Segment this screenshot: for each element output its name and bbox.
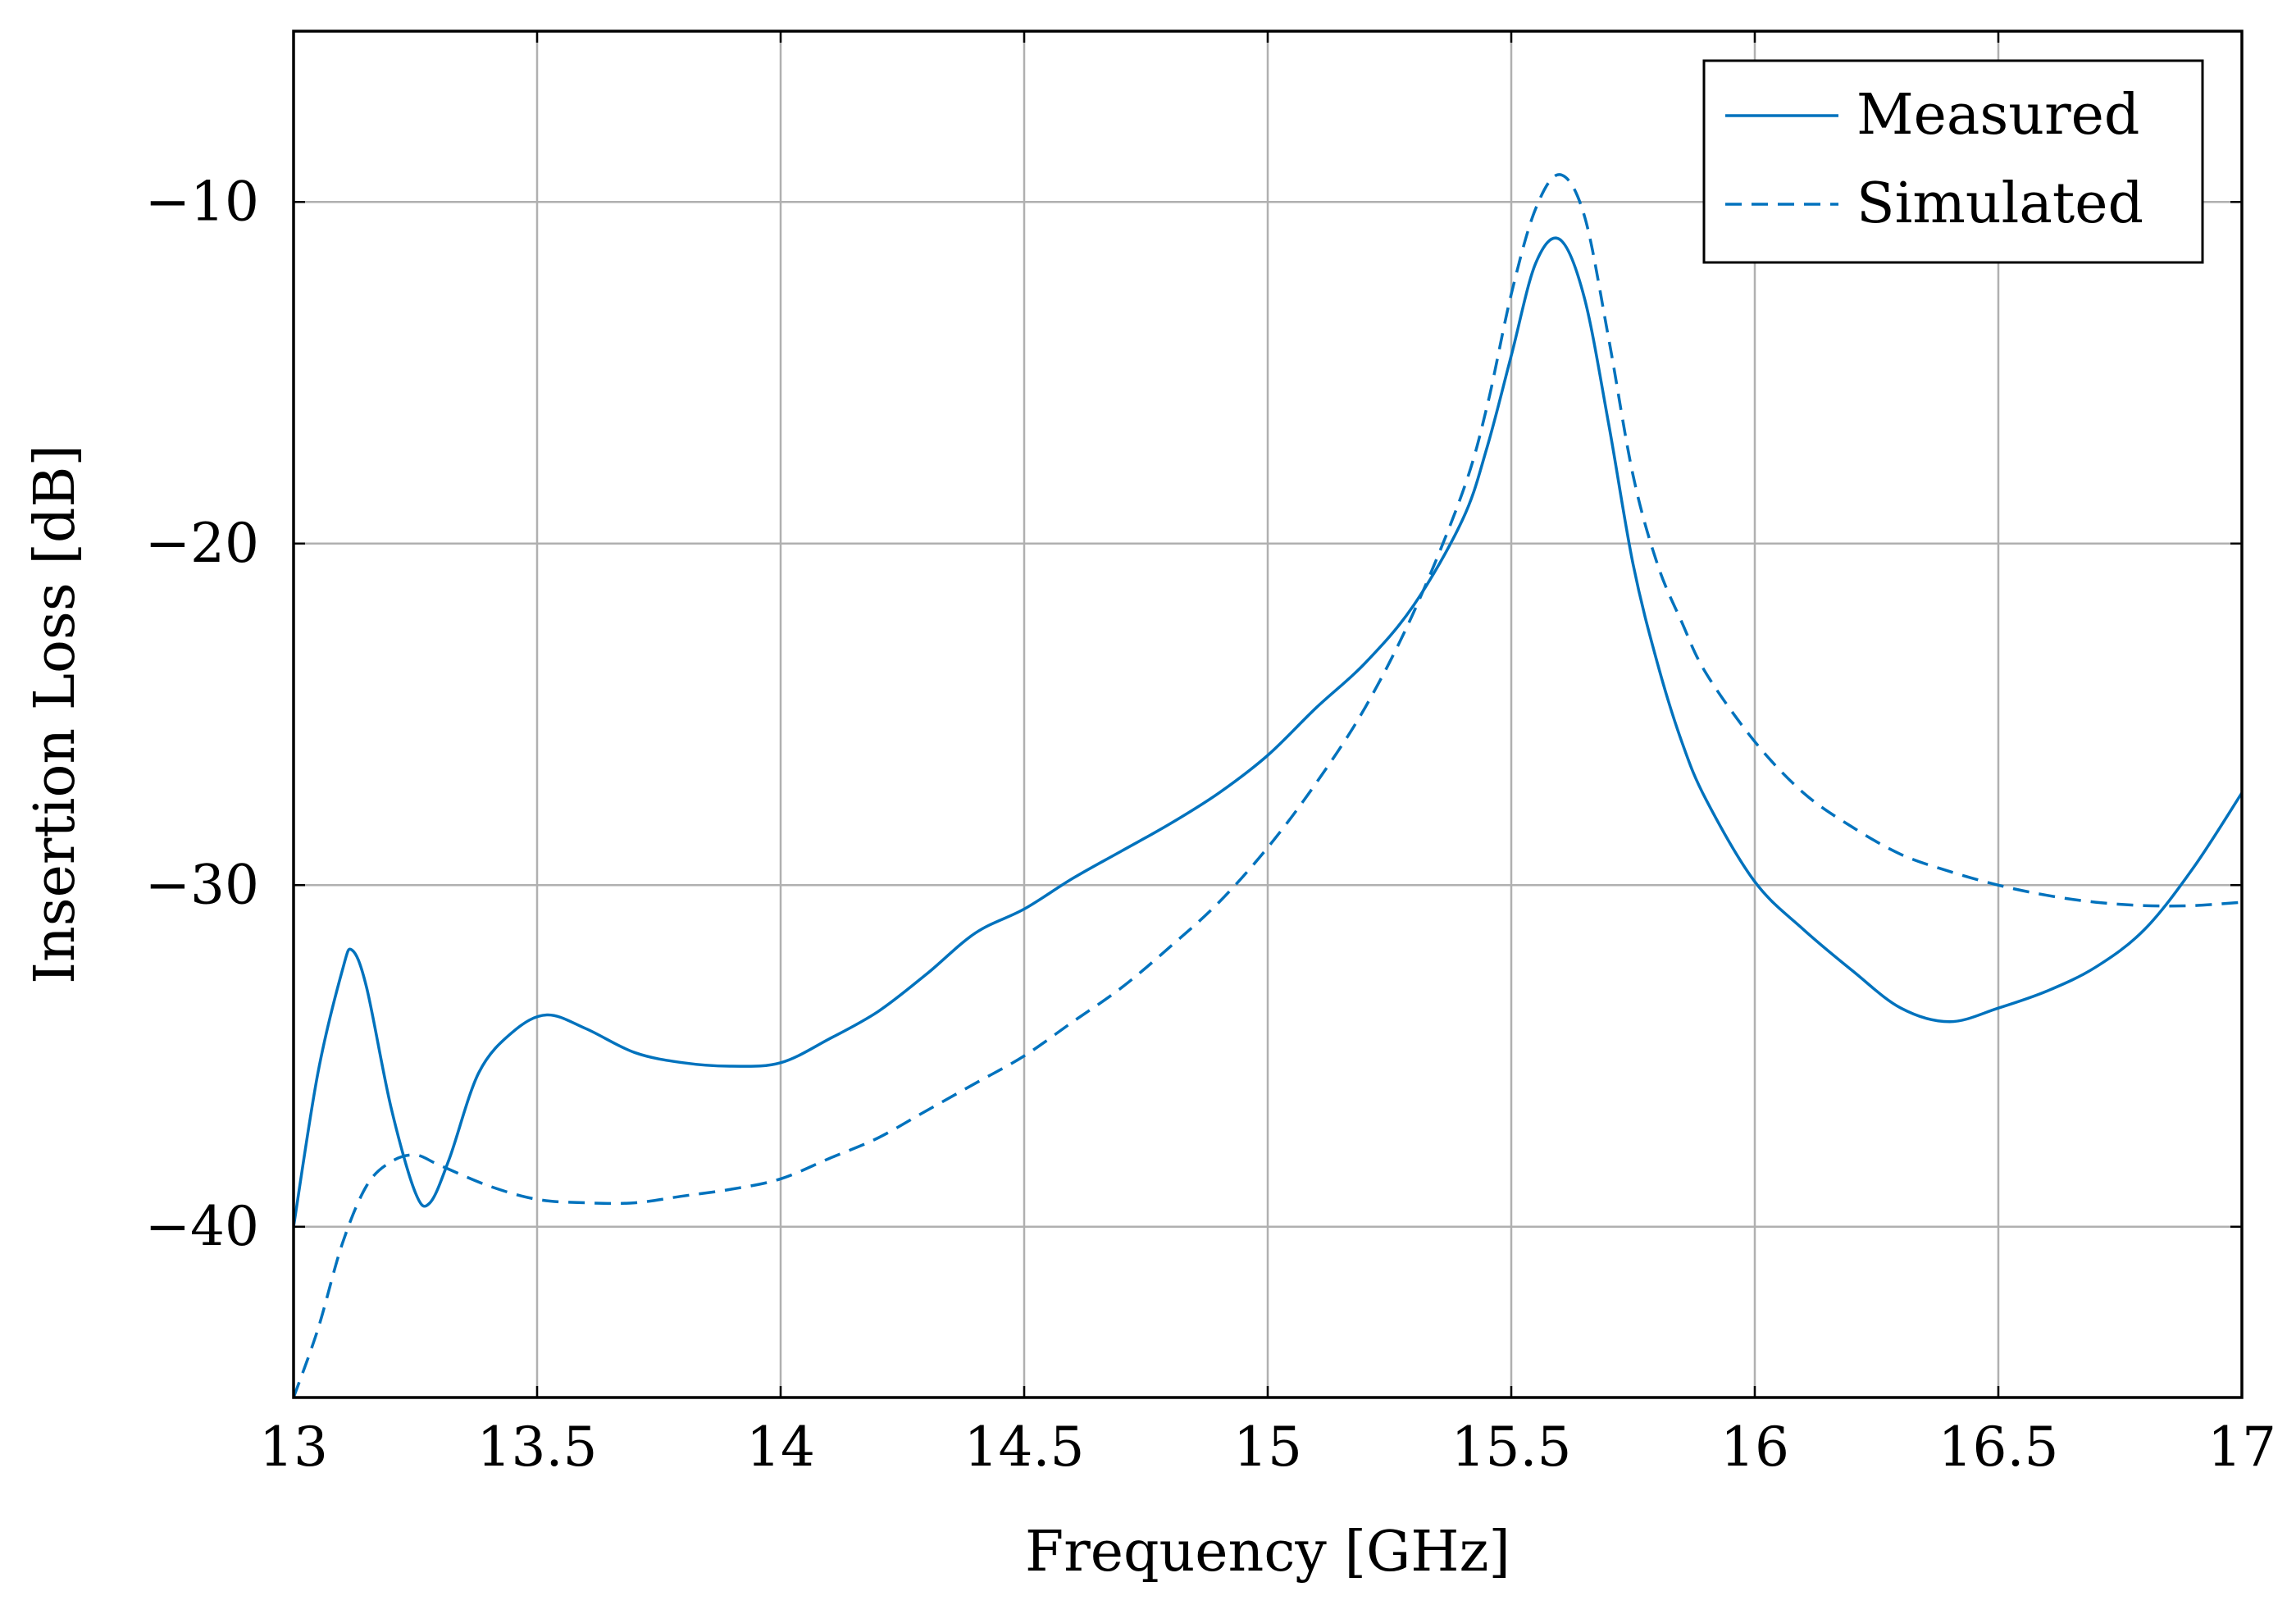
y-axis-label: Insertion Loss [dB]: [23, 445, 88, 984]
axis-ticks: [292, 31, 2244, 1398]
x-tick-label: 14: [746, 1416, 815, 1479]
series-line-simulated: [294, 173, 2242, 1398]
y-tick-labels: −10 −20 −30 −40: [145, 170, 259, 1258]
x-tick-label: 17: [2207, 1416, 2276, 1479]
x-tick-label: 13: [259, 1416, 328, 1479]
x-tick-labels: 13 13.5 14 14.5 15 15.5 16 16.5 17: [259, 1416, 2276, 1479]
x-tick-label: 15: [1233, 1416, 1302, 1479]
y-tick-label: −20: [145, 512, 259, 575]
x-tick-label: 15.5: [1451, 1416, 1572, 1479]
x-tick-label: 14.5: [964, 1416, 1085, 1479]
legend: Measured Simulated: [1702, 59, 2204, 264]
series-layer: [294, 173, 2242, 1398]
y-tick-label: −30: [145, 853, 259, 916]
x-axis-label: Frequency [GHz]: [1025, 1520, 1510, 1584]
x-tick-label: 16: [1720, 1416, 1789, 1479]
legend-label-simulated: Simulated: [1856, 171, 2143, 236]
legend-label-measured: Measured: [1856, 83, 2139, 148]
x-tick-label: 16.5: [1938, 1416, 2059, 1479]
y-tick-label: −40: [145, 1195, 259, 1258]
series-line-measured: [294, 236, 2242, 1228]
legend-box: [1702, 59, 2204, 264]
y-tick-label: −10: [145, 170, 259, 233]
grid-lines: [294, 31, 2242, 1398]
x-tick-label: 13.5: [477, 1416, 598, 1479]
